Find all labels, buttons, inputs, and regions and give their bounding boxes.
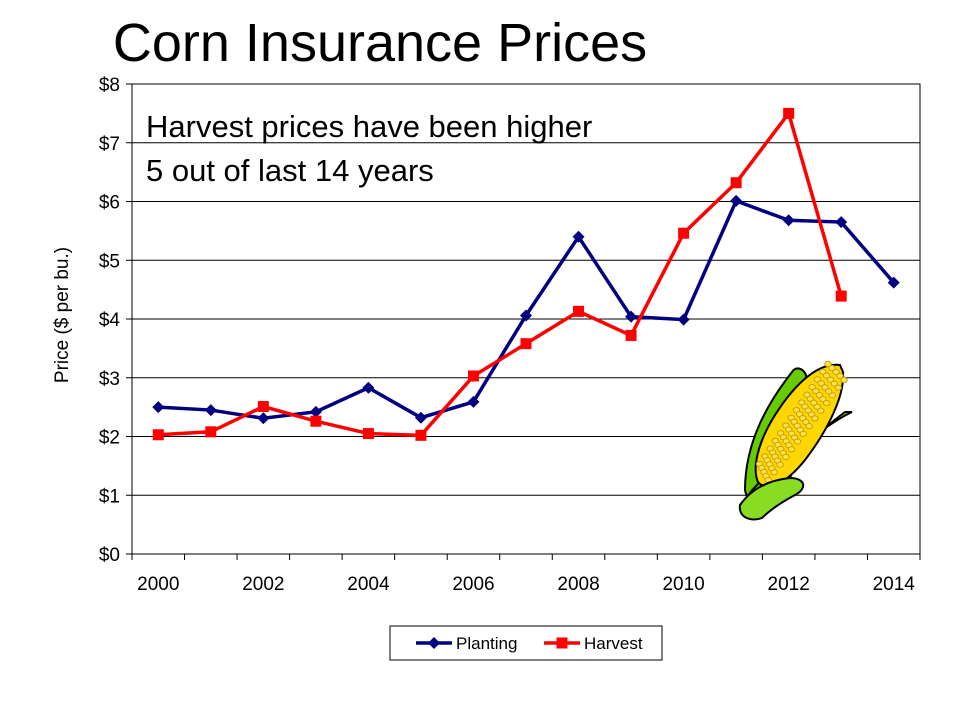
legend-swatch-marker <box>556 637 568 649</box>
data-point <box>257 401 269 413</box>
x-tick-label: 2006 <box>452 574 494 595</box>
data-point <box>573 305 585 317</box>
corn-cob-icon <box>738 360 853 521</box>
series-line <box>158 109 843 438</box>
data-point <box>730 194 743 207</box>
series-planting <box>152 194 900 425</box>
legend-item-planting: Planting <box>416 634 517 653</box>
y-tick-label: $6 <box>99 193 120 214</box>
x-tick-label: 2012 <box>768 574 810 595</box>
data-point <box>415 429 427 441</box>
data-point <box>782 214 795 227</box>
data-point <box>467 395 480 408</box>
y-axis-label: Price ($ per bu.) <box>52 247 73 383</box>
data-point <box>152 401 165 414</box>
data-point <box>414 411 427 424</box>
data-point <box>152 429 164 441</box>
data-point <box>362 381 375 394</box>
data-point <box>467 370 479 382</box>
data-point <box>625 310 638 323</box>
data-point <box>677 313 690 326</box>
data-point <box>835 290 847 302</box>
legend: Planting Harvest <box>389 625 663 661</box>
y-tick-label: $2 <box>99 428 120 449</box>
y-tick-label: $1 <box>99 486 120 507</box>
data-point <box>783 107 795 119</box>
x-tick-label: 2004 <box>347 574 390 595</box>
legend-item-harvest: Harvest <box>544 634 643 653</box>
data-point <box>257 412 270 425</box>
annotation-line-2: 5 out of last 14 years <box>146 153 434 188</box>
data-point <box>309 405 322 418</box>
data-point <box>520 309 532 322</box>
y-tick-label: $8 <box>99 75 120 96</box>
data-point <box>204 404 217 417</box>
data-point <box>625 329 637 341</box>
x-axis: 2000 2002 2004 2006 2008 2010 2012 2014 <box>131 554 921 595</box>
y-tick-label: $4 <box>99 310 121 331</box>
data-point <box>730 177 742 189</box>
data-point <box>520 338 532 350</box>
series-group <box>152 107 900 441</box>
data-point <box>678 227 690 239</box>
data-point <box>835 216 848 229</box>
legend-swatch-marker <box>428 637 440 649</box>
chart-title: Corn Insurance Prices <box>112 13 648 73</box>
series-harvest <box>152 107 847 441</box>
annotation: Harvest prices have been higher 5 out of… <box>146 109 592 188</box>
data-point <box>362 428 374 440</box>
x-tick-label: 2008 <box>557 574 599 595</box>
annotation-line-1: Harvest prices have been higher <box>146 109 592 144</box>
y-tick-label: $0 <box>99 545 120 566</box>
y-tick-label: $7 <box>99 134 120 155</box>
legend-label: Harvest <box>584 634 643 653</box>
data-point <box>572 230 585 243</box>
y-tick-label: $5 <box>99 251 120 272</box>
y-axis: $0 $1 $2 $3 $4 $5 $6 $7 $8 <box>99 75 132 566</box>
x-tick-label: 2010 <box>662 574 704 595</box>
data-point <box>887 276 900 289</box>
data-point <box>310 415 322 427</box>
x-tick-label: 2014 <box>873 574 916 595</box>
x-tick-label: 2002 <box>242 574 284 595</box>
legend-label: Planting <box>456 634 517 653</box>
data-point <box>205 426 217 438</box>
y-tick-label: $3 <box>99 369 120 390</box>
x-tick-label: 2000 <box>137 574 179 595</box>
